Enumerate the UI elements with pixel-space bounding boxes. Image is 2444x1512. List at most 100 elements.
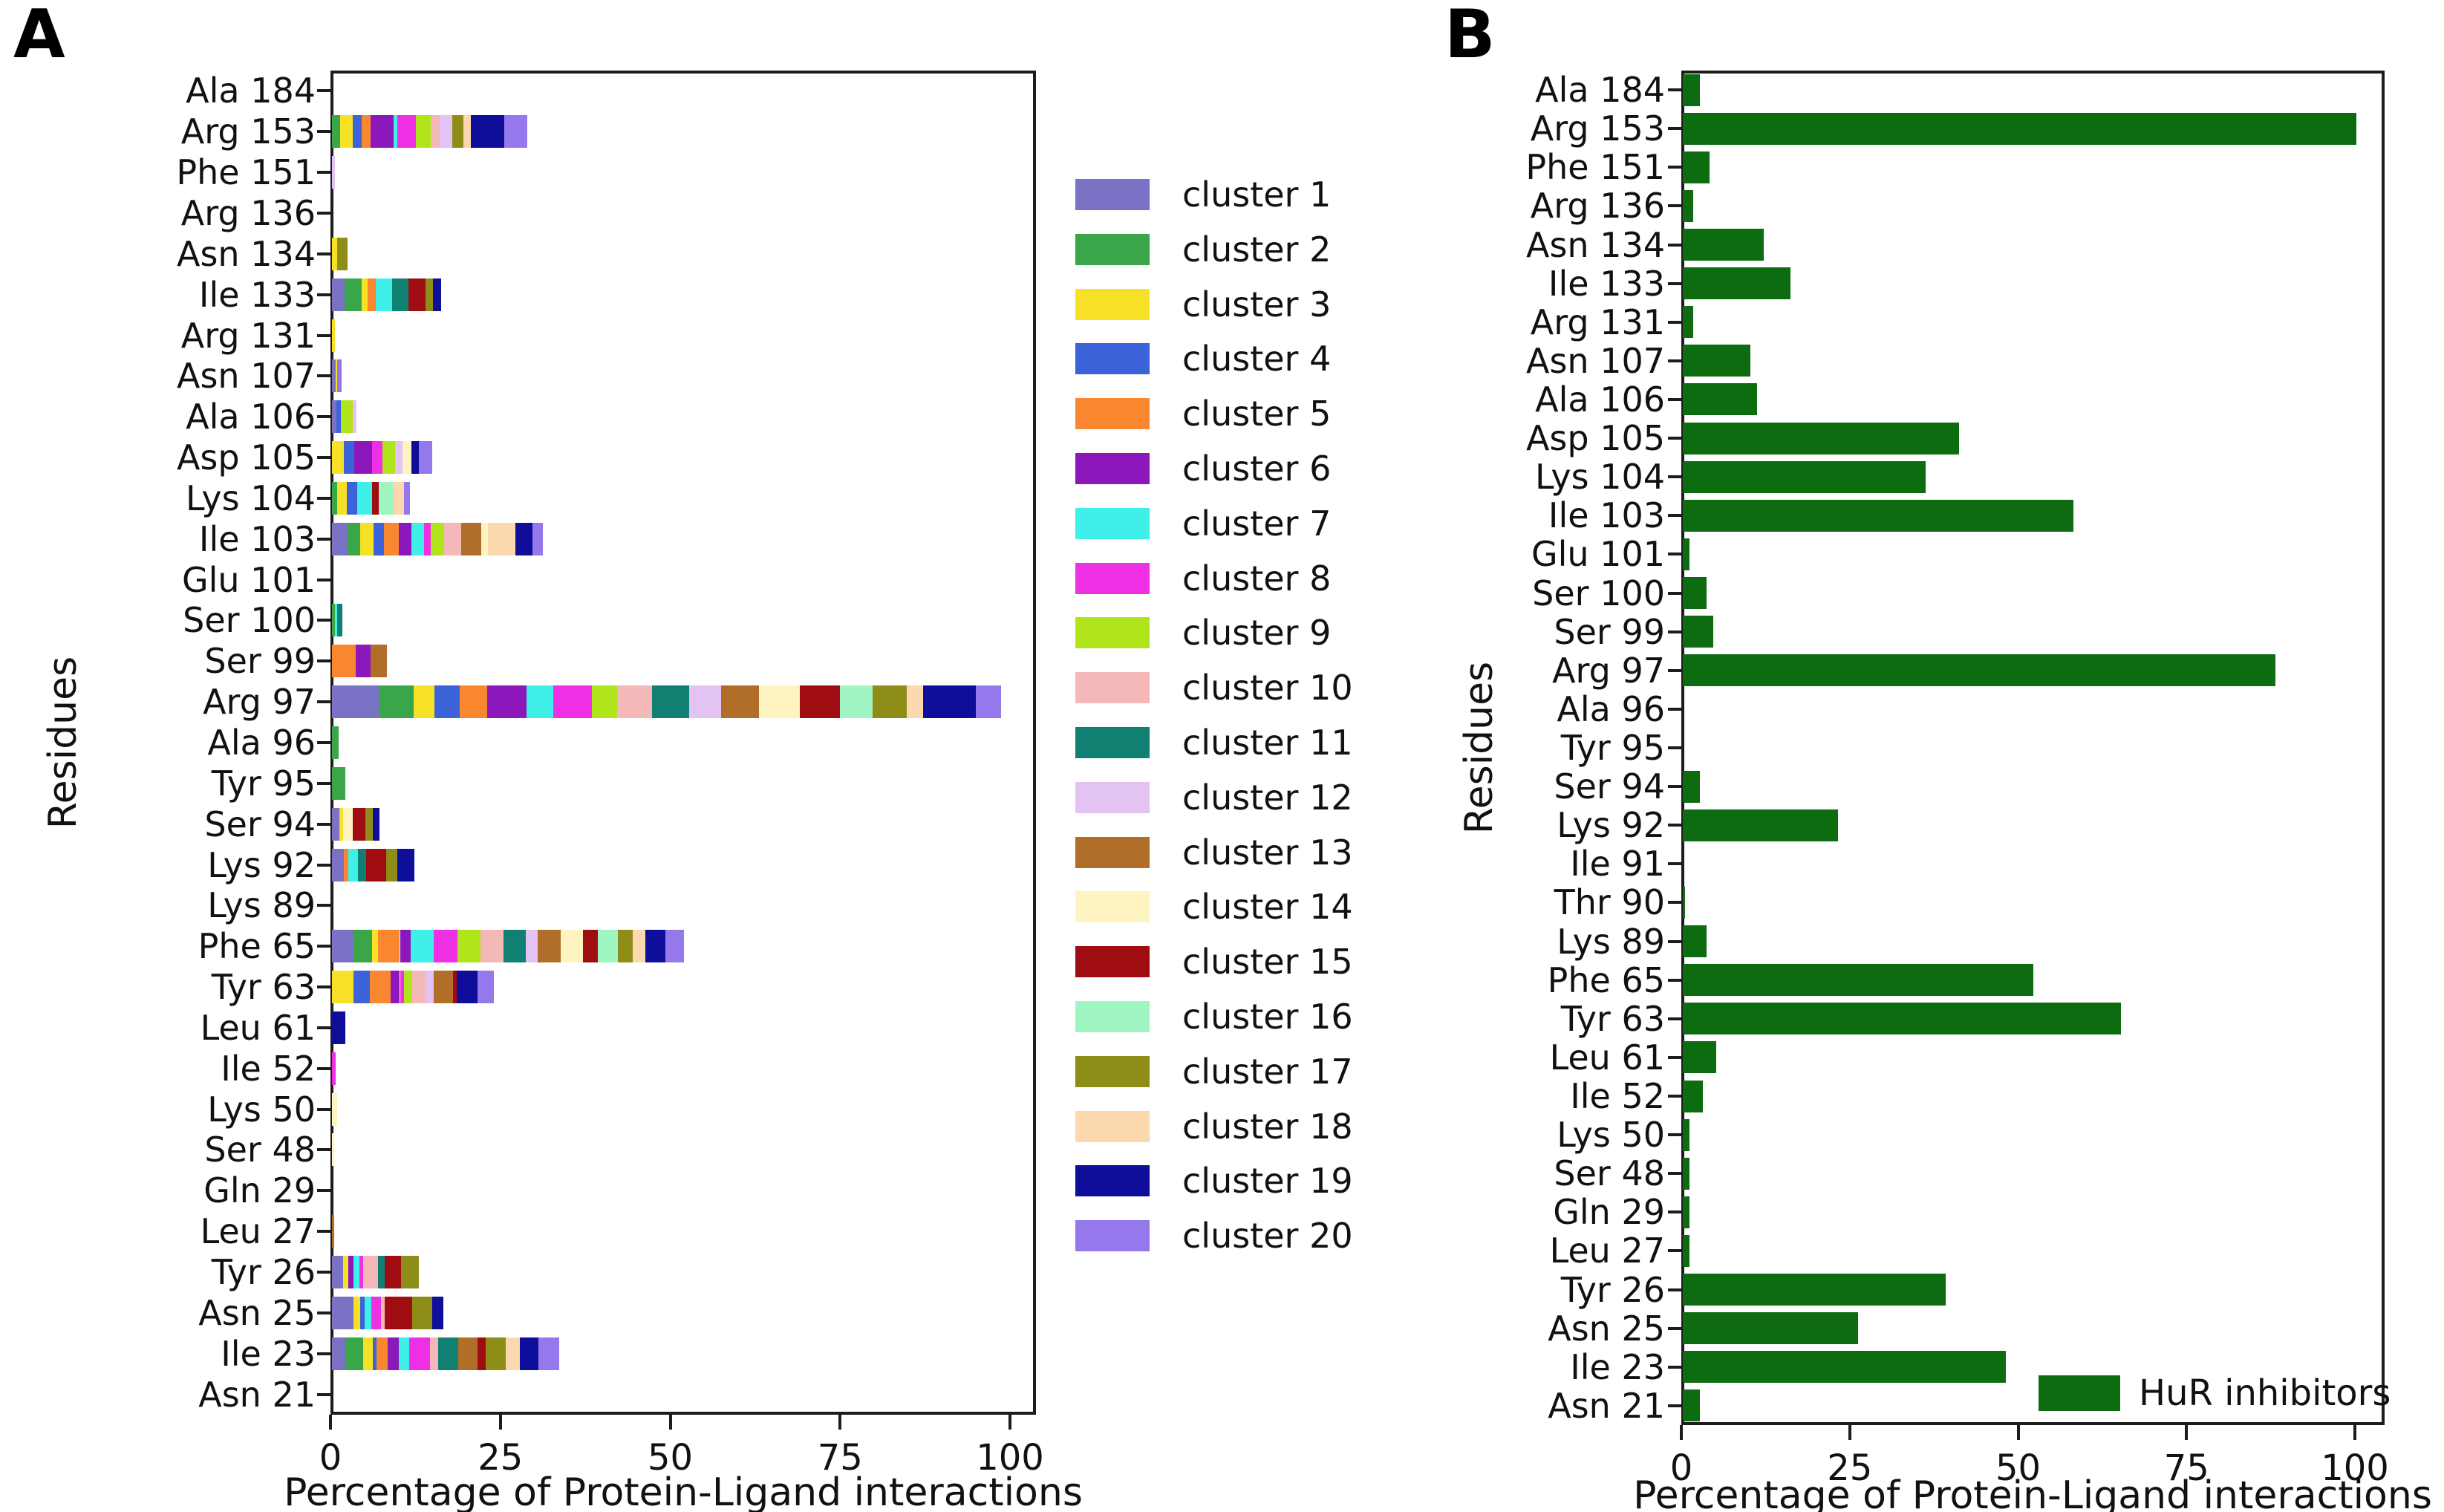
bar-hur [1683,422,1959,454]
bar-hur [1683,1351,2007,1384]
bar-hur [1683,1157,1690,1190]
bar-segment-cluster-5 [378,930,400,963]
bar-segment-cluster-3 [335,359,338,393]
bar-segment-cluster-1 [332,278,345,311]
y-tick-mark [1668,281,1681,285]
legend-a-label: cluster 2 [1182,229,1332,270]
bar-segment-cluster-20 [976,685,1002,719]
y-tick-mark [1668,1055,1681,1059]
bar-segment-cluster-12 [353,400,356,434]
bar-segment-cluster-13 [371,645,388,678]
bar-segment-cluster-12 [689,685,722,719]
bar-segment-cluster-10 [429,1337,438,1370]
x-tick-label: 25 [1827,1447,1873,1489]
bar-hur [1683,306,1693,339]
y-tick-mark [317,781,330,785]
bar-segment-cluster-11 [337,604,342,637]
ytick-label: Asn 21 [198,1374,316,1415]
x-tick-label: 100 [2321,1447,2389,1489]
bar-segment-cluster-10 [480,930,504,963]
ytick-label: Lys 92 [1557,805,1665,846]
x-tick-label: 0 [1669,1447,1693,1489]
bar-segment-cluster-17 [485,1337,506,1370]
bar-segment-cluster-17 [411,1296,433,1329]
bar-segment-cluster-7 [376,278,393,311]
bar-segment-cluster-16 [379,481,394,515]
bar-segment-cluster-2 [332,766,346,800]
bar-segment-cluster-2 [345,1337,364,1370]
bar-segment-cluster-15 [408,278,426,311]
y-tick-mark [1668,1365,1681,1369]
bar-segment-cluster-7 [394,115,397,149]
ytick-label: Ala 106 [186,397,316,437]
bar-segment-cluster-1 [332,848,345,882]
y-tick-mark [1668,553,1681,556]
bar-segment-cluster-1 [332,930,354,963]
ytick-label: Ala 96 [1557,688,1665,729]
legend-a-swatch [1075,836,1150,868]
ytick-label: Lys 89 [1557,921,1665,962]
ytick-label: Tyr 63 [1560,998,1665,1039]
x-tick-label: 50 [1995,1447,2041,1489]
y-tick-mark [1668,359,1681,362]
ytick-label: Arg 131 [180,315,316,356]
bar-segment-cluster-10 [363,1256,379,1289]
bar-segment-cluster-10 [430,115,440,149]
y-tick-mark [1668,591,1681,595]
bar-hur [1683,925,1707,958]
legend-a-label: cluster 19 [1182,1161,1353,1202]
bar-segment-cluster-14 [342,807,353,841]
bar-segment-cluster-7 [398,1337,410,1370]
ytick-label: Tyr 26 [1560,1269,1665,1310]
bar-segment-cluster-12 [525,930,538,963]
x-tick-mark [2353,1425,2356,1440]
y-tick-mark [317,537,330,541]
bar-segment-cluster-6 [354,441,372,475]
bar-hur [1683,1389,1700,1422]
bar-segment-cluster-6 [388,1337,399,1370]
bar-segment-cluster-9 [592,685,618,719]
legend-a-swatch [1075,672,1150,704]
bar-segment-cluster-2 [332,604,335,637]
legend-a-label: cluster 12 [1182,777,1353,818]
bar-segment-cluster-9 [457,930,481,963]
bar-segment-cluster-2 [379,685,414,719]
ytick-label: Gln 29 [203,1170,316,1211]
y-tick-mark [1668,514,1681,518]
legend-a-label: cluster 17 [1182,1051,1353,1092]
bar-segment-cluster-17 [337,237,348,270]
x-tick-mark [2185,1425,2189,1440]
ytick-label: Asp 105 [176,437,316,478]
ytick-label: Phe 65 [1547,959,1665,1000]
y-tick-mark [317,863,330,867]
y-tick-mark [1668,1133,1681,1137]
legend-a-label: cluster 13 [1182,832,1353,873]
bar-segment-cluster-17 [365,807,373,841]
bar-segment-cluster-13 [538,930,561,963]
bar-segment-cluster-8 [400,971,404,1004]
bar-segment-cluster-5 [344,848,348,882]
bar-segment-cluster-7 [411,522,424,555]
bar-segment-cluster-8 [332,1052,336,1085]
bar-segment-cluster-2 [332,115,340,149]
ytick-label: Asn 107 [176,356,316,397]
bar-segment-cluster-2 [345,278,362,311]
bar-hur [1683,1234,1690,1267]
ytick-label: Thr 90 [1554,882,1665,923]
y-tick-mark [317,211,330,215]
bar-segment-cluster-19 [923,685,977,719]
legend-a-swatch [1075,179,1150,210]
legend-a-swatch [1075,1110,1150,1142]
ytick-label: Asn 25 [198,1292,316,1333]
bar-hur [1683,1196,1690,1228]
ytick-label: Tyr 95 [1560,728,1665,768]
ytick-label: Ser 100 [1532,573,1665,613]
legend-a-label: cluster 4 [1182,339,1332,379]
bar-segment-cluster-1 [332,400,337,434]
x-tick-mark [1680,1425,1683,1440]
bar-segment-cluster-18 [506,1337,520,1370]
y-tick-mark [317,578,330,581]
x-tick-mark [668,1415,672,1430]
y-tick-mark [1668,437,1681,440]
y-tick-mark [1668,1404,1681,1407]
